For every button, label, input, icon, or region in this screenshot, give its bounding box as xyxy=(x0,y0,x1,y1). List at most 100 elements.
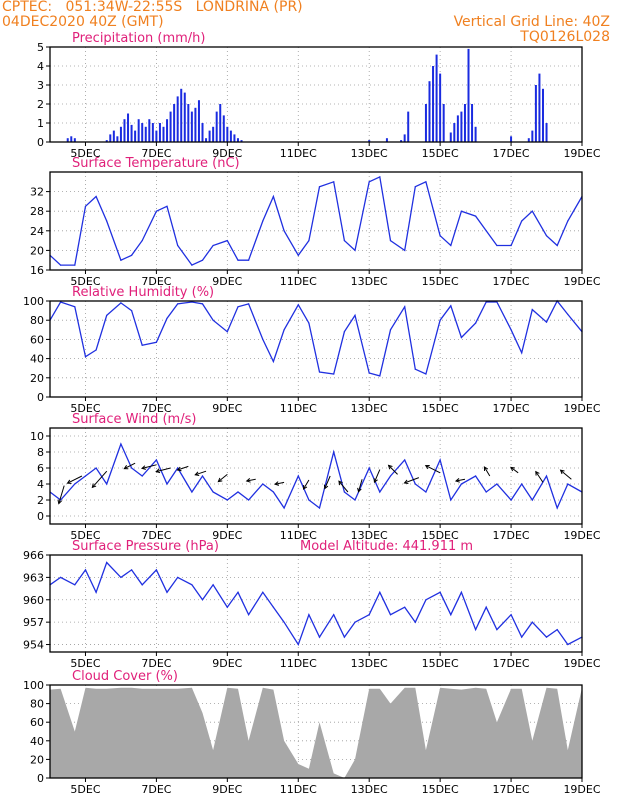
data-point xyxy=(272,360,274,363)
precip-bar xyxy=(183,92,186,142)
x-tick-label: 17DEC xyxy=(493,275,530,288)
precip-bar xyxy=(155,130,158,142)
data-point xyxy=(439,591,441,593)
data-point xyxy=(283,507,285,509)
data-point xyxy=(84,475,87,477)
data-point xyxy=(475,322,477,324)
y-tick-label: 6 xyxy=(37,462,44,475)
precip-bar xyxy=(449,132,452,142)
wind-arrowhead xyxy=(338,480,343,486)
precip-bar xyxy=(127,113,130,142)
station-info: CPTEC: 051:34W-22:55S LONDRINA (PR) xyxy=(2,0,303,15)
x-tick-label: 11DEC xyxy=(280,275,317,288)
wind-arrowhead xyxy=(323,484,329,490)
data-point xyxy=(248,303,250,305)
data-point xyxy=(343,636,345,638)
y-tick-label: 16 xyxy=(30,264,44,277)
panel-4: 0 2 4 6 8 10 5DEC 7DEC 9DEC 11DEC 13DEC 15DEC 17DEC 1… xyxy=(30,412,601,542)
data-point xyxy=(95,591,97,593)
data-point xyxy=(95,349,97,351)
y-tick-label: 20 xyxy=(30,753,44,766)
data-point xyxy=(84,569,87,571)
precip-bar xyxy=(428,81,431,142)
x-tick-label: 19DEC xyxy=(563,275,600,288)
wind-arrow xyxy=(124,462,136,470)
x-tick-label: 17DEC xyxy=(493,402,530,415)
data-point xyxy=(475,215,477,217)
data-point xyxy=(106,314,108,316)
precip-bar xyxy=(212,126,215,142)
wind-arrow xyxy=(338,480,349,493)
data-point xyxy=(545,321,548,323)
data-point xyxy=(414,621,416,623)
x-tick-label: 7DEC xyxy=(141,275,171,288)
precip-bar xyxy=(144,126,147,142)
series-line xyxy=(49,561,583,646)
data-point xyxy=(272,606,274,608)
precip-bar xyxy=(116,136,119,142)
data-point xyxy=(308,240,310,242)
y-tick-label: 5 xyxy=(37,41,44,54)
y-tick-label: 10 xyxy=(30,430,44,443)
precip-bar xyxy=(233,134,236,142)
wind-arrowhead xyxy=(66,479,72,484)
precip-bar xyxy=(162,126,165,142)
y-tick-label: 60 xyxy=(30,333,44,346)
precip-bar xyxy=(424,104,427,142)
precip-bar xyxy=(435,54,438,142)
precip-bar xyxy=(474,126,477,142)
x-tick-label: 13DEC xyxy=(351,657,388,670)
data-point xyxy=(521,636,523,638)
x-tick-label: 17DEC xyxy=(493,147,530,160)
wind-arrowhead xyxy=(302,484,308,490)
data-point xyxy=(95,195,97,198)
data-point xyxy=(343,491,345,493)
grid-note: Vertical Grid Line: 40Z xyxy=(453,14,610,30)
wind-arrowhead xyxy=(123,465,129,470)
precip-bar xyxy=(456,115,459,142)
x-tick-label: 9DEC xyxy=(212,783,242,796)
wind-arrow xyxy=(483,466,491,477)
series-line xyxy=(49,442,583,510)
data-point xyxy=(379,491,381,493)
x-tick-label: 11DEC xyxy=(280,529,317,542)
precip-bar xyxy=(166,119,169,142)
y-tick-label: 20 xyxy=(30,244,44,257)
data-point xyxy=(201,303,204,305)
wind-arrowhead xyxy=(373,478,378,484)
wind-arrowhead xyxy=(245,478,251,483)
panel-annotation: Model Altitude: 441.911 m xyxy=(300,539,473,554)
data-point xyxy=(177,576,179,579)
x-tick-label: 13DEC xyxy=(351,402,388,415)
x-tick-label: 19DEC xyxy=(563,529,600,542)
data-point xyxy=(368,181,370,183)
y-tick-label: 24 xyxy=(30,225,44,238)
x-tick-label: 5DEC xyxy=(70,657,100,670)
data-point xyxy=(226,240,228,242)
data-point xyxy=(450,614,452,616)
data-point xyxy=(84,205,87,207)
panel-frame xyxy=(49,684,583,779)
data-point xyxy=(74,264,76,266)
y-tick-label: 954 xyxy=(23,639,44,652)
wind-arrow xyxy=(510,466,519,474)
data-point xyxy=(262,483,264,485)
wind-arrowhead xyxy=(387,464,393,470)
y-tick-label: 0 xyxy=(37,136,44,149)
x-tick-label: 7DEC xyxy=(141,402,171,415)
precip-bar xyxy=(137,119,140,142)
data-point xyxy=(120,259,122,261)
data-point xyxy=(404,306,406,308)
y-tick-label: 60 xyxy=(30,716,44,729)
precip-bar xyxy=(531,130,534,142)
panel-title: Relative Humidity (%) xyxy=(72,285,214,300)
x-tick-label: 5DEC xyxy=(70,783,100,796)
x-tick-label: 15DEC xyxy=(422,657,459,670)
data-point xyxy=(60,576,62,579)
data-point xyxy=(496,629,498,631)
wind-arrow xyxy=(141,464,157,469)
data-point xyxy=(318,507,321,509)
model-code: TQ0126L028 xyxy=(520,29,610,45)
precip-bar xyxy=(201,123,204,142)
y-tick-label: 957 xyxy=(23,616,44,629)
